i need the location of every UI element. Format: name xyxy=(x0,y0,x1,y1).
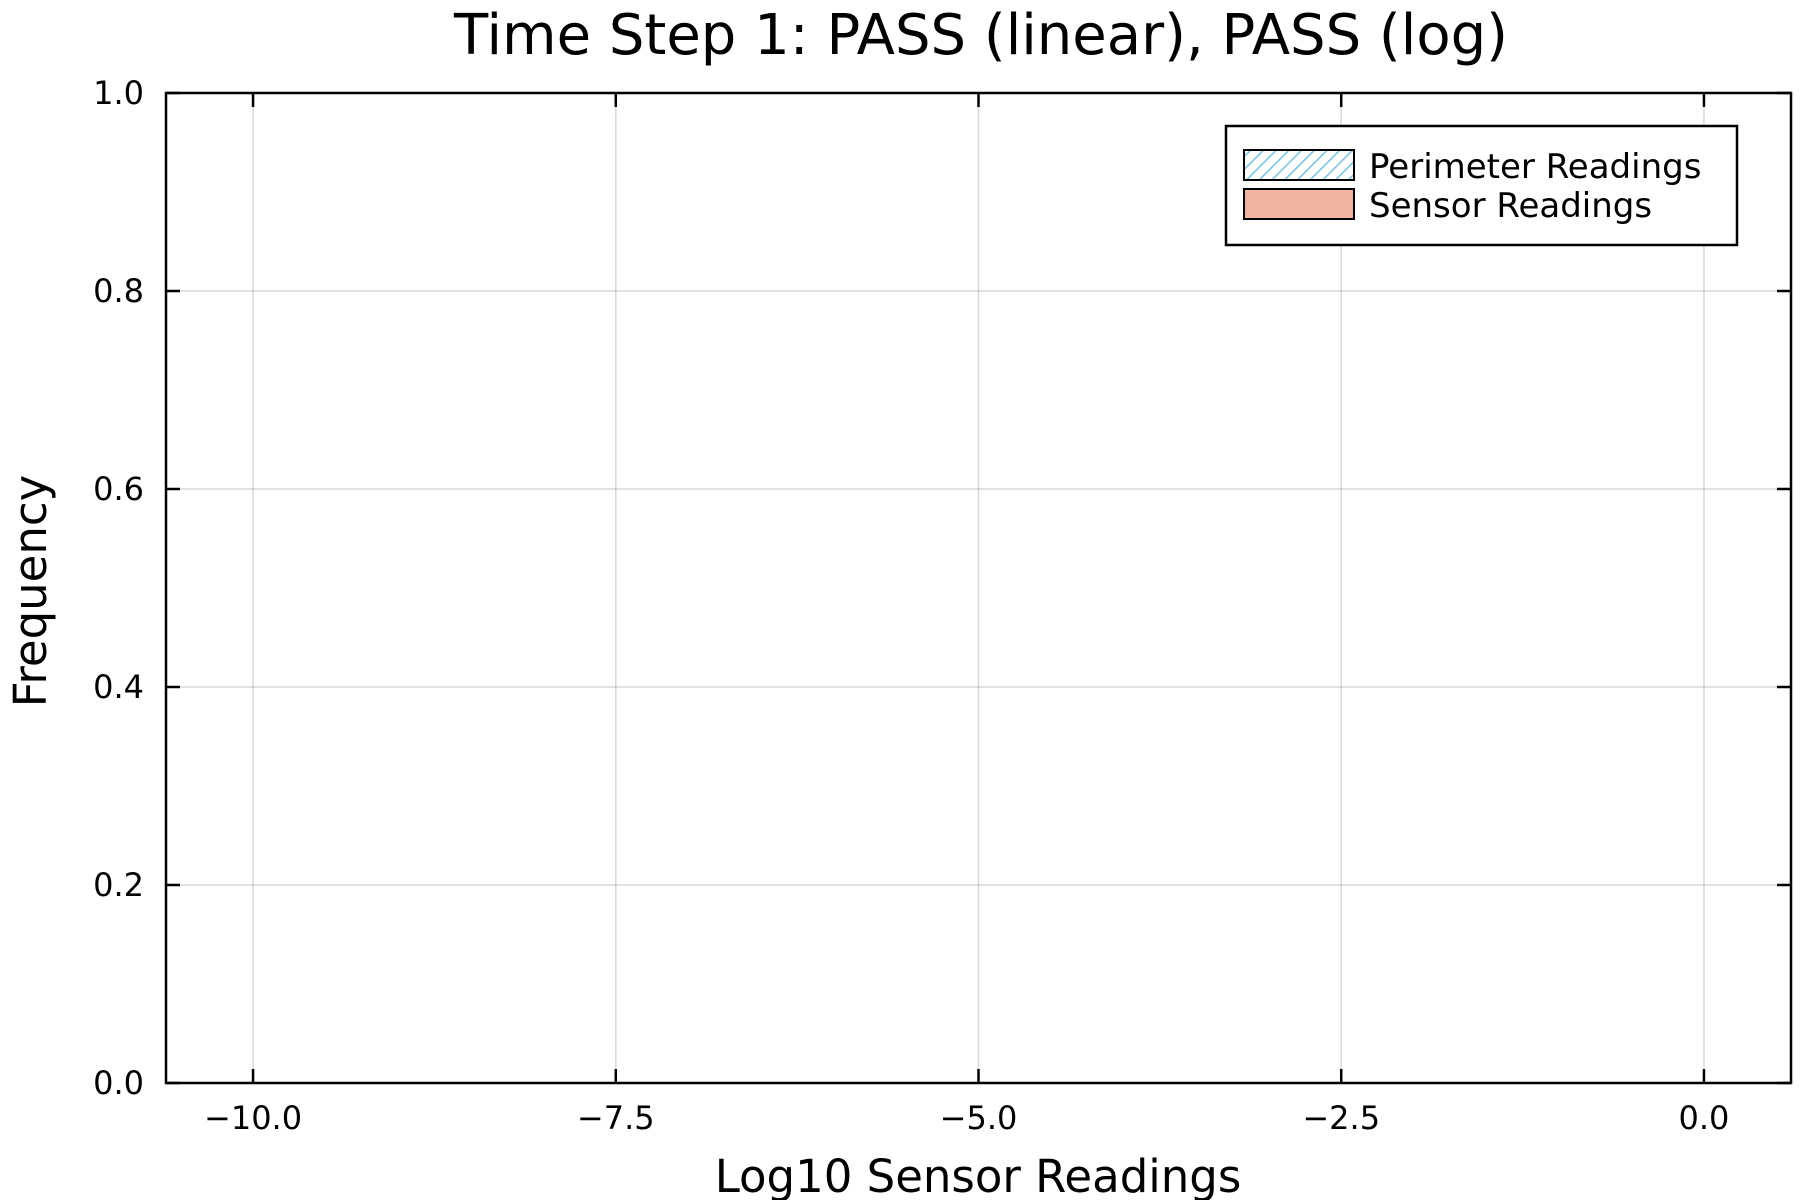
x-tick-label: −2.5 xyxy=(1302,1099,1380,1137)
x-tick-label: 0.0 xyxy=(1679,1099,1730,1137)
y-tick-label: 0.2 xyxy=(93,866,144,904)
legend: Perimeter Readings Sensor Readings xyxy=(1224,124,1739,247)
legend-box xyxy=(1224,124,1739,247)
x-tick-label: −7.5 xyxy=(577,1099,655,1137)
legend-swatch-perimeter-readings xyxy=(1243,149,1355,181)
legend-swatch-sensor-readings xyxy=(1243,188,1355,220)
legend-label-perimeter-readings: Perimeter Readings xyxy=(1369,147,1701,187)
chart-title: Time Step 1: PASS (linear), PASS (log) xyxy=(453,3,1508,68)
y-tick-label: 0.0 xyxy=(93,1064,144,1102)
x-tick-label: −10.0 xyxy=(204,1099,302,1137)
x-axis-label: Log10 Sensor Readings xyxy=(715,1150,1242,1200)
y-tick-label: 0.4 xyxy=(93,668,144,706)
axis-ticks: −10.0 −7.5 −5.0 −2.5 0.0 0.0 0.2 0.4 0.6 0.8 1.0 xyxy=(93,74,1791,1137)
y-axis-label: Frequency xyxy=(4,475,57,707)
y-tick-label: 0.8 xyxy=(93,272,144,310)
legend-label-sensor-readings: Sensor Readings xyxy=(1369,186,1652,226)
y-tick-label: 0.6 xyxy=(93,470,144,508)
y-tick-label: 1.0 xyxy=(93,74,144,112)
x-tick-label: −5.0 xyxy=(940,1099,1018,1137)
